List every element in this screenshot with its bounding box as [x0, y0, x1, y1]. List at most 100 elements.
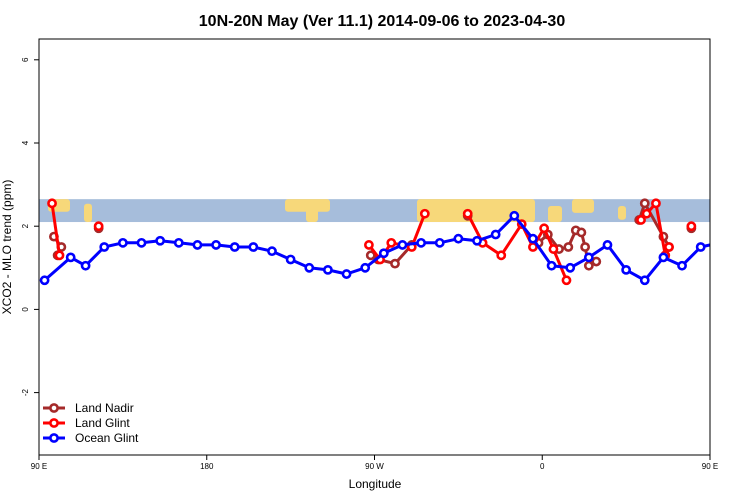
data-point — [565, 262, 576, 273]
map-land — [84, 203, 92, 223]
x-tick-label: 90 E — [31, 462, 47, 471]
data-point — [583, 252, 594, 263]
data-point — [664, 242, 674, 252]
data-point — [453, 233, 464, 244]
data-point — [323, 264, 333, 275]
data-point — [117, 237, 128, 248]
series-ocean-glint — [39, 210, 741, 286]
legend-item: Ocean Glint — [43, 431, 139, 445]
data-point — [639, 275, 650, 286]
x-tick-label: 90 E — [702, 462, 718, 471]
y-tick-label: 2 — [21, 223, 30, 228]
data-point — [93, 221, 104, 232]
y-tick-label: -2 — [21, 388, 30, 396]
y-tick-label: 4 — [21, 140, 30, 145]
map-land — [618, 206, 626, 220]
data-point — [65, 252, 76, 263]
y-axis-label: XCO2 - MLO trend (ppm) — [0, 180, 14, 315]
legend-item: Land Nadir — [43, 401, 134, 415]
data-point — [561, 275, 572, 286]
y-axis: -2 0 2 4 6 — [21, 57, 39, 396]
x-tick-label: 0 — [540, 462, 545, 471]
data-point — [155, 235, 166, 246]
data-point — [496, 250, 507, 261]
data-point — [576, 227, 587, 238]
legend-label: Ocean Glint — [75, 431, 139, 445]
data-point — [509, 210, 520, 221]
data-point — [136, 237, 147, 248]
data-point — [434, 237, 445, 248]
data-point — [229, 242, 240, 252]
legend-label: Land Nadir — [75, 401, 134, 415]
data-point — [580, 242, 591, 252]
series-line — [50, 203, 61, 256]
data-point — [591, 256, 602, 267]
data-point — [641, 208, 652, 219]
legend-swatch-marker — [49, 418, 59, 428]
chart-title: 10N-20N May (Ver 11.1) 2014-09-06 to 202… — [199, 13, 566, 30]
x-axis-label: Longitude — [349, 477, 402, 491]
data-point — [192, 240, 203, 250]
data-point — [583, 260, 594, 271]
data-point — [99, 242, 110, 252]
x-tick-label: 180 — [200, 462, 214, 471]
data-point — [621, 264, 632, 275]
data-point — [47, 198, 57, 209]
data-point — [490, 229, 501, 240]
data-point — [528, 233, 538, 244]
series-line — [43, 214, 710, 282]
data-point — [304, 262, 315, 273]
data-point — [360, 262, 371, 273]
data-point — [695, 242, 706, 252]
data-point — [285, 254, 296, 265]
map-band — [39, 199, 710, 223]
legend-swatch-marker — [49, 403, 59, 413]
data-point — [539, 223, 550, 234]
data-point — [658, 252, 669, 263]
data-point — [173, 237, 184, 248]
data-point — [734, 239, 741, 246]
data-point — [248, 242, 259, 252]
data-point — [39, 275, 50, 286]
map-land — [572, 199, 594, 213]
data-point — [639, 198, 650, 209]
legend-swatch-marker — [49, 433, 59, 443]
data-point — [716, 239, 723, 246]
data-point — [602, 240, 613, 250]
data-point — [341, 269, 352, 279]
legend-label: Land Glint — [75, 416, 130, 430]
data-point — [472, 235, 482, 246]
data-point — [651, 198, 661, 209]
y-tick-label: 0 — [21, 307, 30, 312]
data-point — [80, 260, 91, 271]
data-point — [686, 221, 697, 232]
data-point — [365, 250, 376, 261]
x-axis: 90 E 180 90 W 0 90 E — [31, 455, 718, 471]
series-line — [637, 201, 671, 248]
data-point — [636, 215, 646, 225]
data-point — [546, 260, 557, 271]
data-point — [390, 258, 400, 269]
data-point — [677, 260, 687, 271]
data-point — [267, 246, 277, 257]
data-point — [419, 208, 430, 219]
x-tick-label: 90 W — [365, 462, 384, 471]
y-tick-label: 6 — [21, 57, 30, 62]
data-point — [563, 242, 574, 252]
data-point — [416, 237, 426, 248]
data-point — [386, 237, 397, 248]
map-land — [306, 201, 318, 223]
data-point — [211, 240, 221, 250]
map-ocean — [39, 199, 710, 223]
data-point — [548, 244, 559, 254]
legend-item: Land Glint — [43, 416, 130, 430]
data-point — [364, 240, 374, 250]
data-point — [462, 208, 473, 219]
map-land — [417, 199, 535, 223]
data-point — [378, 248, 389, 259]
series-layer — [39, 198, 741, 286]
data-point — [397, 240, 408, 250]
map-land — [548, 206, 562, 223]
